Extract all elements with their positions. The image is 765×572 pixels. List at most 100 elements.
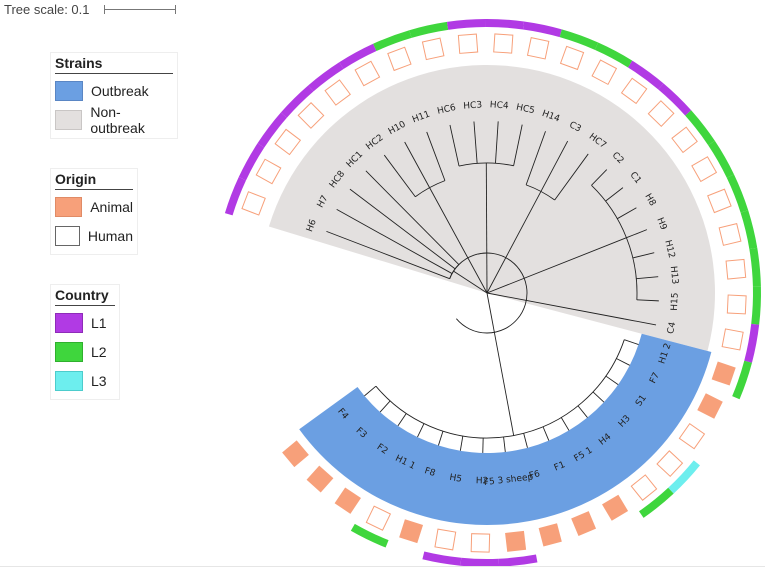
legend-label: Animal	[90, 198, 133, 215]
origin-human-box	[274, 128, 302, 156]
country-segment-l1	[308, 62, 344, 92]
origin-human-box	[620, 77, 648, 105]
origin-animal-box	[602, 494, 629, 521]
clade-stem	[485, 162, 488, 294]
leaf-branch	[617, 207, 637, 220]
legend-strains-title: Strains	[55, 55, 173, 74]
legend-strains: Strains Outbreak Non-outbreak	[50, 52, 178, 139]
animal-swatch	[55, 196, 83, 217]
origin-human-box	[725, 258, 747, 280]
leaf-branch	[560, 417, 570, 431]
leaf-branch	[326, 230, 450, 280]
leaf-branch	[624, 318, 657, 326]
leaf-label: H5	[449, 473, 463, 485]
leaf-branch	[624, 339, 639, 345]
origin-animal-box	[538, 523, 562, 547]
origin-human-box	[365, 505, 392, 531]
legend-origin: Origin Animal Human	[50, 168, 138, 255]
leaf-label: HC3	[463, 100, 482, 111]
legend-label: Human	[87, 227, 133, 244]
origin-human-box	[591, 59, 618, 86]
leaf-branch	[523, 433, 528, 448]
country-segment-l2	[708, 140, 734, 178]
leaf-label: H13	[668, 266, 680, 285]
leaf-branch	[397, 413, 407, 427]
outbreak-swatch	[55, 80, 83, 101]
leaf-branch	[379, 400, 391, 413]
leaf-branch	[349, 188, 456, 270]
clade-stem	[486, 292, 625, 320]
human-swatch	[55, 225, 80, 246]
legend-item-non-outbreak: Non-outbreak	[55, 103, 173, 136]
leaf-label: F6	[528, 469, 541, 482]
origin-animal-box	[571, 511, 597, 537]
clade-stem	[429, 187, 488, 294]
leaf-label: F8	[423, 466, 437, 479]
origin-animal-box	[711, 361, 736, 386]
legend-label: L3	[91, 372, 107, 389]
country-segment-l1	[744, 323, 760, 363]
divider	[0, 566, 765, 567]
leaf-branch	[383, 154, 416, 198]
non-outbreak-swatch	[55, 109, 83, 130]
origin-animal-box	[282, 440, 309, 468]
legend-country-title: Country	[55, 287, 115, 306]
leaf-label: H6	[305, 218, 319, 234]
country-segment-l1	[422, 551, 462, 566]
leaf-branch	[632, 252, 655, 259]
clade-stem	[486, 237, 627, 294]
country-segment-l2	[740, 210, 758, 250]
outbreak-sector	[299, 333, 712, 526]
clade-arc	[458, 162, 514, 167]
leaf-branch	[577, 405, 588, 418]
origin-animal-box	[306, 465, 334, 493]
leaf-label: H2	[476, 476, 489, 486]
legend-label: Outbreak	[91, 82, 149, 99]
origin-human-box	[671, 126, 698, 154]
leaf-label: HC4	[490, 100, 510, 111]
country-segment-l2	[749, 247, 761, 287]
country-segment-l1	[447, 19, 486, 30]
country-segment-l2	[751, 286, 761, 325]
clade-stem	[486, 292, 515, 436]
leaf-branch	[404, 141, 430, 188]
country-segment-l2	[732, 360, 752, 400]
tree-branches	[326, 121, 659, 453]
leaf-branch	[616, 358, 630, 366]
origin-human-box	[691, 156, 718, 183]
leaf-branch	[364, 385, 377, 397]
legend-label: Non-outbreak	[90, 103, 145, 136]
leaf-label: C4	[666, 321, 678, 335]
legend-item-l2: L2	[55, 337, 115, 366]
country-segment-l2	[350, 523, 389, 548]
leaf-branch	[503, 436, 506, 453]
origin-human-box	[718, 223, 742, 246]
leaf-label: H15	[670, 292, 681, 311]
origin-human-box	[656, 450, 684, 478]
leaf-branch	[417, 423, 425, 438]
origin-human-box	[726, 294, 747, 315]
l3-swatch	[55, 370, 83, 391]
country-segment-l2	[373, 30, 412, 52]
leaf-branch	[365, 170, 460, 265]
leaf-label: F1	[553, 460, 567, 473]
country-segment-l1	[485, 19, 525, 30]
leaf-branch	[592, 391, 605, 403]
country-segment-l2	[685, 110, 715, 146]
origin-human-box	[493, 33, 514, 54]
country-segment-l1	[522, 21, 562, 38]
leaf-branch	[336, 209, 453, 274]
legend-item-outbreak: Outbreak	[55, 76, 173, 105]
strain-sectors	[268, 64, 716, 526]
origin-human-box	[630, 474, 658, 501]
legend-label: L2	[91, 343, 107, 360]
root-arc	[449, 252, 528, 334]
country-segment-l1	[280, 85, 314, 118]
tree-scale-bar	[104, 5, 176, 14]
legend-item-human: Human	[55, 221, 133, 250]
origin-human-box	[470, 533, 491, 553]
country-segment-l1	[339, 43, 377, 70]
leaf-branch	[437, 431, 444, 446]
